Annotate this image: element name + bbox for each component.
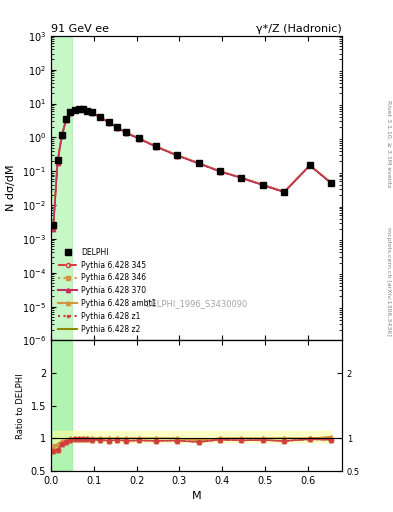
Bar: [51, 36, 72, 340]
DELPHI: [51, 222, 55, 228]
DELPHI: [81, 106, 86, 112]
X-axis label: M: M: [192, 492, 201, 501]
DELPHI: [154, 143, 158, 149]
DELPHI: [85, 108, 90, 114]
DELPHI: [77, 105, 81, 112]
DELPHI: [239, 175, 244, 181]
DELPHI: [175, 152, 180, 158]
DELPHI: [115, 124, 120, 130]
DELPHI: [89, 109, 94, 115]
DELPHI: [98, 114, 103, 120]
DELPHI: [261, 182, 265, 188]
DELPHI: [329, 180, 334, 186]
Line: DELPHI: DELPHI: [50, 106, 334, 228]
Legend: DELPHI, Pythia 6.428 345, Pythia 6.428 346, Pythia 6.428 370, Pythia 6.428 ambt1: DELPHI, Pythia 6.428 345, Pythia 6.428 3…: [55, 245, 159, 337]
Text: Rivet 3.1.10, ≥ 3.1M events: Rivet 3.1.10, ≥ 3.1M events: [386, 100, 391, 187]
DELPHI: [72, 107, 77, 113]
DELPHI: [55, 157, 60, 163]
DELPHI: [307, 162, 312, 168]
Text: mcplots.cern.ch [arXiv:1306.3436]: mcplots.cern.ch [arXiv:1306.3436]: [386, 227, 391, 336]
DELPHI: [107, 119, 111, 125]
Bar: [51, 340, 72, 471]
Y-axis label: Ratio to DELPHI: Ratio to DELPHI: [16, 373, 25, 439]
DELPHI: [196, 160, 201, 166]
DELPHI: [136, 135, 141, 141]
DELPHI: [218, 168, 222, 174]
Text: γ*/Z (Hadronic): γ*/Z (Hadronic): [256, 24, 342, 34]
DELPHI: [282, 188, 286, 195]
DELPHI: [123, 130, 128, 136]
DELPHI: [64, 116, 68, 122]
DELPHI: [59, 132, 64, 138]
Y-axis label: N dσ/dM: N dσ/dM: [6, 165, 17, 211]
DELPHI: [68, 109, 73, 115]
Text: 91 GeV ee: 91 GeV ee: [51, 24, 109, 34]
Text: DELPHI_1996_S3430090: DELPHI_1996_S3430090: [145, 300, 248, 308]
